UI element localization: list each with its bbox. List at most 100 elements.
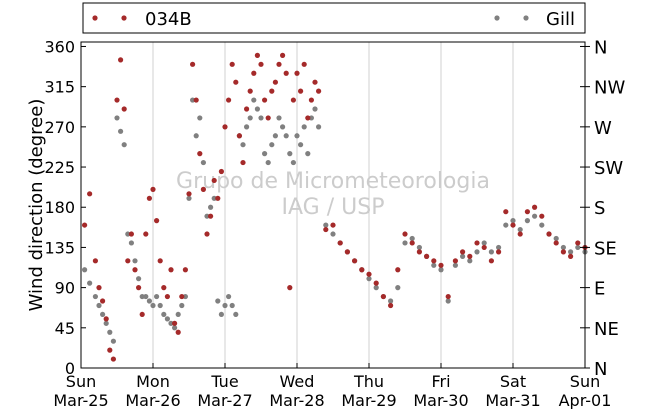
gill-point-65 <box>323 222 329 228</box>
034b-point-65 <box>323 226 329 233</box>
gill-point-60 <box>301 124 307 130</box>
series-034b <box>82 52 588 362</box>
gill-point-92 <box>517 226 523 233</box>
034b-point-9 <box>118 57 124 63</box>
gill-point-29 <box>190 97 196 103</box>
gill-point-86 <box>474 249 480 255</box>
legend-label-034b: 034B <box>145 9 192 30</box>
gill-point-93 <box>524 218 531 224</box>
x-tick-day-7: Sun <box>570 372 600 391</box>
034b-point-84 <box>460 249 466 255</box>
034b-point-70 <box>359 267 365 273</box>
gill-point-85 <box>467 258 473 264</box>
034b-point-18 <box>150 186 156 192</box>
gill-point-45 <box>247 115 253 121</box>
x-tick-date-6: Mar-31 <box>485 391 540 409</box>
034b-point-64 <box>316 88 322 94</box>
gill-point-54 <box>280 124 286 130</box>
series-gill <box>82 97 588 344</box>
gill-point-72 <box>373 285 379 291</box>
034b-point-85 <box>467 253 473 259</box>
034b-point-57 <box>290 97 296 103</box>
034b-point-79 <box>424 253 430 259</box>
034b-point-77 <box>409 240 415 246</box>
034b-point-2 <box>92 258 98 264</box>
034b-point-94 <box>532 204 538 210</box>
034b-point-67 <box>337 240 343 246</box>
034b-point-47 <box>254 52 260 58</box>
034b-point-51 <box>269 88 275 94</box>
034b-point-41 <box>233 79 239 85</box>
gill-point-46 <box>251 97 257 103</box>
034b-point-74 <box>388 302 394 309</box>
gill-point-33 <box>204 213 210 219</box>
compass-label-8: N <box>594 37 607 58</box>
034b-point-29 <box>190 61 196 67</box>
034b-point-10 <box>121 106 127 112</box>
gridlines <box>152 42 514 368</box>
034b-point-27 <box>182 267 188 273</box>
x-tick-day-3: Wed <box>280 372 315 391</box>
gill-point-52 <box>272 133 278 139</box>
gill-point-87 <box>481 240 487 246</box>
y-axis-left: 0 45 90 135 180 225 270 315 360 <box>44 37 585 378</box>
gill-point-3 <box>96 302 102 309</box>
y-tick-label-7: 315 <box>44 78 75 97</box>
034b-point-17 <box>146 195 152 201</box>
034b-point-34 <box>208 213 214 219</box>
034b-point-88 <box>488 258 494 264</box>
gill-point-36 <box>215 298 221 304</box>
gill-point-59 <box>298 142 304 148</box>
gill-point-47 <box>254 106 260 112</box>
034b-point-39 <box>226 97 232 103</box>
compass-label-7: NW <box>594 78 625 99</box>
gill-point-58 <box>294 133 300 139</box>
y-tick-label-5: 225 <box>44 158 75 177</box>
034b-point-66 <box>330 222 336 228</box>
x-axis: SunMar-25MonMar-26TueMar-27WedMar-28ThuM… <box>53 363 611 410</box>
034b-point-26 <box>179 293 185 300</box>
gill-point-66 <box>330 231 336 237</box>
034b-point-97 <box>553 240 559 246</box>
x-tick-date-4: Mar-29 <box>341 391 396 409</box>
gill-point-12 <box>128 240 134 246</box>
compass-label-5: SW <box>594 158 623 179</box>
034b-point-14 <box>136 285 142 291</box>
034b-point-82 <box>445 293 451 300</box>
compass-label-3: SE <box>594 238 617 259</box>
034b-point-24 <box>172 320 178 326</box>
034b-point-50 <box>265 115 271 121</box>
x-tick-day-5: Fri <box>431 372 450 391</box>
compass-label-6: W <box>594 118 612 139</box>
x-tick-date-5: Mar-30 <box>413 391 468 409</box>
x-tick-day-6: Sat <box>500 372 526 391</box>
legend-box <box>82 2 586 34</box>
gill-point-16 <box>143 293 149 300</box>
gill-point-83 <box>452 262 458 268</box>
034b-point-73 <box>380 293 386 300</box>
legend-label-gill: Gill <box>546 9 575 30</box>
y-tick-label-0: 0 <box>65 359 75 378</box>
034b-point-36 <box>215 195 221 201</box>
034b-point-45 <box>247 88 253 94</box>
034b-point-87 <box>481 244 487 251</box>
034b-point-72 <box>373 280 379 286</box>
gill-point-15 <box>139 293 145 300</box>
034b-point-90 <box>503 209 509 215</box>
034b-point-30 <box>193 97 199 103</box>
gill-point-100 <box>575 244 581 251</box>
034b-point-22 <box>164 293 170 300</box>
034b-point-62 <box>308 97 314 103</box>
gill-point-75 <box>395 285 401 291</box>
gill-point-90 <box>503 222 509 228</box>
gill-point-13 <box>132 258 138 264</box>
gill-point-26 <box>179 302 185 309</box>
gill-point-0 <box>82 267 88 273</box>
legend: 034B Gill <box>82 2 586 34</box>
gill-point-88 <box>488 249 494 255</box>
034b-point-76 <box>402 231 408 237</box>
034b-point-54 <box>280 52 286 58</box>
y-tick-label-8: 360 <box>44 37 75 56</box>
